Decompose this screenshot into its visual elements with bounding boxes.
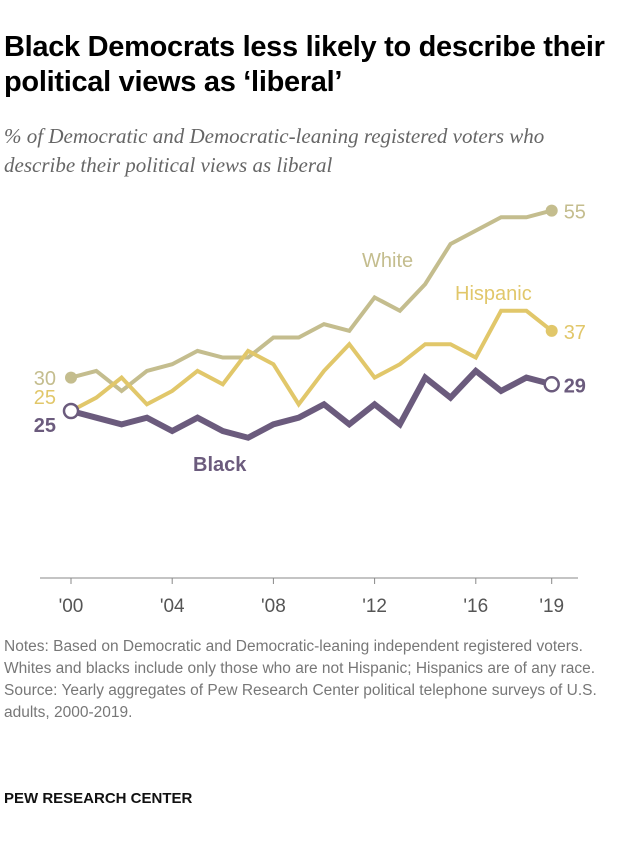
series-line-white [70, 208, 553, 394]
data-point-black [62, 402, 80, 420]
brand-label: PEW RESEARCH CENTER [4, 790, 193, 807]
x-tick-label: '04 [160, 596, 185, 617]
data-point-white [545, 204, 558, 217]
chart-title: Black Democrats less likely to describe … [4, 31, 605, 98]
x-tick-label: '19 [539, 596, 564, 617]
start-label-hispanic: 25 [34, 387, 56, 409]
source-text: Source: Yearly aggregates of Pew Researc… [4, 682, 597, 721]
start-label-white: 30 [34, 368, 56, 390]
x-tick-label: '16 [463, 596, 488, 617]
chart-subtitle: % of Democratic and Democratic-leaning r… [4, 124, 545, 177]
series-line-black [70, 366, 553, 441]
x-tick-label: '12 [362, 596, 387, 617]
start-label-black: 25 [34, 415, 56, 437]
data-point-black [543, 376, 560, 393]
data-point-hispanic [545, 324, 558, 337]
series-name-black: Black [193, 454, 247, 476]
notes-block: Notes: Based on Democratic and Democrati… [4, 636, 616, 724]
x-tick-label: '00 [59, 596, 84, 617]
notes-text: Notes: Based on Democratic and Democrati… [4, 638, 596, 677]
end-label-white: 55 [564, 202, 586, 224]
series-name-white: White [362, 250, 413, 272]
end-label-hispanic: 37 [564, 322, 586, 344]
series-name-hispanic: Hispanic [455, 283, 532, 305]
end-label-black: 29 [564, 375, 586, 397]
series-line-hispanic [70, 308, 553, 413]
x-tick-label: '08 [261, 596, 286, 617]
data-point-white [65, 371, 77, 384]
